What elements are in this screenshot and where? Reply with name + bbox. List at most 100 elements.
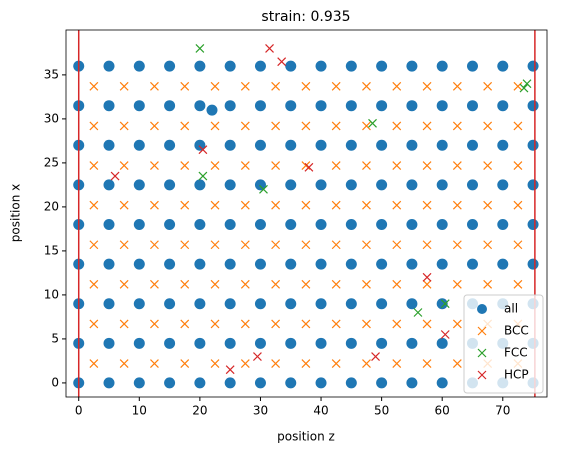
- point: [513, 121, 523, 131]
- point: [331, 319, 341, 329]
- point: [210, 200, 220, 210]
- y-tick-label: 15: [44, 243, 59, 257]
- point: [406, 258, 418, 270]
- point: [285, 100, 297, 112]
- point: [119, 121, 129, 131]
- point: [194, 337, 206, 349]
- point: [513, 240, 523, 250]
- point: [527, 258, 539, 270]
- point: [362, 200, 371, 210]
- point: [224, 337, 236, 349]
- point: [180, 200, 190, 210]
- point: [466, 179, 478, 191]
- point: [422, 240, 432, 250]
- point: [254, 179, 266, 191]
- point: [133, 219, 145, 231]
- point: [150, 279, 159, 289]
- point: [406, 100, 418, 112]
- point: [440, 299, 450, 309]
- point: [392, 240, 402, 250]
- point: [285, 179, 297, 191]
- point: [224, 179, 236, 191]
- point: [271, 319, 281, 329]
- point: [103, 60, 115, 72]
- point: [527, 60, 539, 72]
- point: [422, 161, 432, 170]
- y-axis-label: position x: [9, 184, 23, 242]
- point: [119, 359, 129, 368]
- point: [240, 81, 250, 91]
- point: [497, 179, 509, 191]
- point: [133, 139, 145, 151]
- point: [119, 161, 129, 170]
- point: [376, 377, 388, 389]
- point: [150, 359, 159, 368]
- point: [513, 81, 523, 91]
- point: [436, 377, 448, 389]
- point: [119, 200, 129, 210]
- point: [103, 219, 115, 231]
- x-tick-label: 0: [75, 404, 83, 418]
- point: [513, 161, 523, 170]
- point: [331, 279, 341, 289]
- point: [89, 81, 99, 91]
- point: [103, 179, 115, 191]
- point: [315, 60, 327, 72]
- point: [240, 319, 250, 329]
- point: [133, 60, 145, 72]
- point: [301, 81, 311, 91]
- point: [210, 161, 220, 170]
- point: [315, 139, 327, 151]
- point: [466, 219, 478, 231]
- point: [392, 359, 402, 368]
- point: [119, 240, 129, 250]
- point: [406, 298, 418, 310]
- point: [406, 139, 418, 151]
- point: [301, 279, 311, 289]
- point: [392, 121, 402, 131]
- point: [271, 161, 281, 170]
- point: [164, 377, 176, 389]
- point: [194, 258, 206, 270]
- point: [194, 179, 206, 191]
- point: [254, 258, 266, 270]
- point: [89, 200, 99, 210]
- point: [110, 171, 120, 181]
- point: [210, 240, 220, 250]
- point: [422, 121, 432, 131]
- point: [315, 179, 327, 191]
- point: [304, 162, 314, 172]
- y-tick-label: 35: [44, 67, 59, 81]
- point: [285, 60, 297, 72]
- point: [225, 365, 235, 375]
- point: [254, 100, 266, 112]
- point: [164, 139, 176, 151]
- point: [422, 272, 432, 282]
- y-tick-label: 30: [44, 111, 59, 125]
- x-tick-label: 30: [253, 404, 268, 418]
- point: [422, 279, 432, 289]
- point: [436, 258, 448, 270]
- point: [150, 200, 159, 210]
- point: [519, 83, 529, 93]
- point: [527, 139, 539, 151]
- point: [376, 337, 388, 349]
- point: [198, 145, 208, 155]
- point: [392, 279, 402, 289]
- point: [315, 377, 327, 389]
- point: [331, 240, 341, 250]
- point: [164, 337, 176, 349]
- point: [164, 219, 176, 231]
- point: [133, 298, 145, 310]
- point: [422, 359, 432, 368]
- point: [315, 219, 327, 231]
- legend-marker: [477, 370, 487, 380]
- point: [133, 337, 145, 349]
- point: [466, 139, 478, 151]
- point: [253, 352, 262, 361]
- point: [301, 240, 311, 250]
- point: [331, 81, 341, 91]
- chart-title: strain: 0.935: [261, 9, 350, 25]
- point: [271, 240, 281, 250]
